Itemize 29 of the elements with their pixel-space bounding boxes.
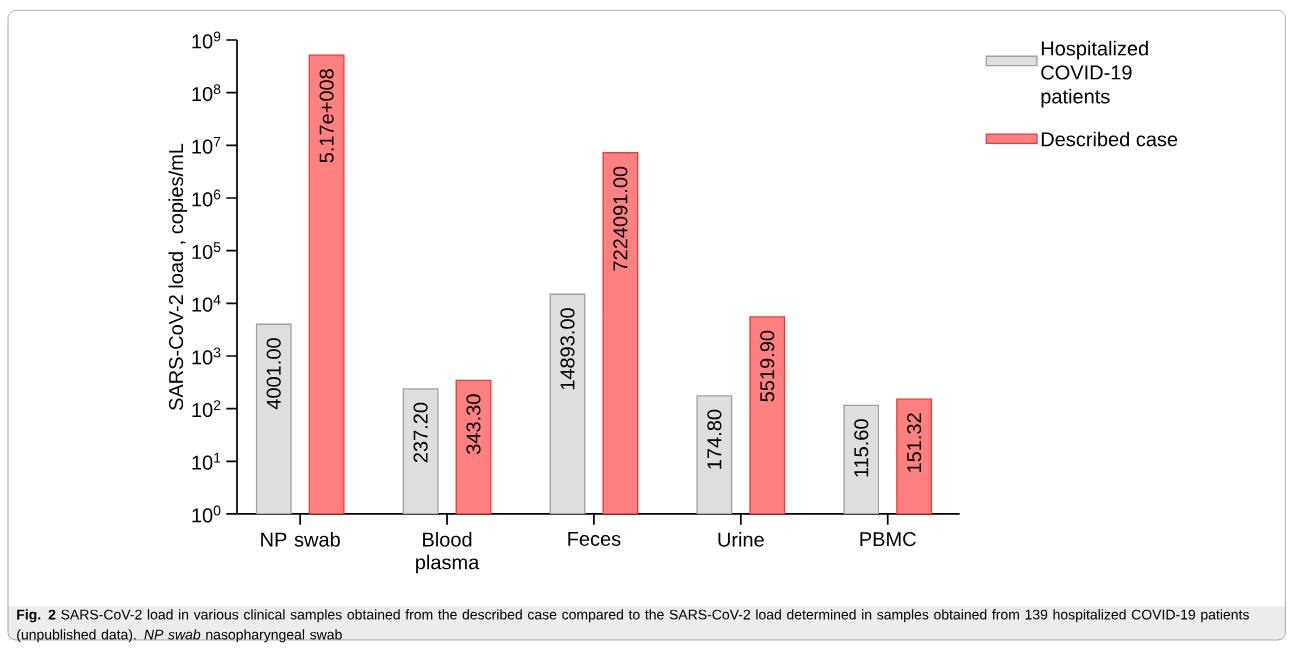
data-label: 174.80 — [707, 409, 722, 469]
data-label: 4001.00 — [266, 338, 281, 410]
y-tick-label: 10$^{7}$ — [192, 136, 221, 154]
y-axis-title: SARS-CoV-2 load , copies/mL — [168, 143, 188, 411]
y-tick-label: 10$^{0}$ — [192, 505, 221, 523]
y-tick-label: 10$^{2}$ — [192, 400, 221, 418]
y-tick-label: 10$^{9}$ — [192, 31, 221, 49]
y-tick-label: 10$^{6}$ — [192, 189, 221, 207]
y-tick-label: 10$^{3}$ — [192, 347, 221, 365]
data-label: 237.20 — [413, 402, 428, 463]
data-label: 5519.90 — [760, 330, 775, 402]
x-tick-label: Urine — [718, 532, 764, 547]
legend-label: Hospitalized COVID-19 patients — [1041, 40, 1148, 108]
legend-label: Described case — [1041, 131, 1178, 147]
data-label: 7224091.00 — [613, 166, 628, 271]
x-tick-label: PBMC — [860, 532, 916, 547]
data-label: 151.32 — [907, 413, 922, 472]
x-tick-label: Feces — [568, 532, 621, 546]
y-tick-label: 10$^{1}$ — [192, 452, 221, 470]
data-label: 115.60 — [854, 419, 869, 477]
data-label: 14893.00 — [560, 308, 575, 390]
text: Fig. 2 SARS-CoV-2 load in various clinical samples obtained from the described case compared to the SARS-CoV-2 load determined in samples obtained from 139 hospitalized COVID-19 patients (unpublished data). NP swab nasopharyngeal swab — [17, 609, 1249, 643]
x-tick-label: NP swab — [261, 532, 340, 547]
y-tick-label: 10$^{8}$ — [192, 84, 221, 102]
y-tick-label: 10$^{5}$ — [192, 242, 221, 260]
x-tick-label: Blood plasma — [416, 532, 480, 574]
data-label: 343.30 — [466, 394, 481, 454]
data-label: 5.17e+008 — [319, 69, 334, 163]
y-tick-label: 10$^{4}$ — [192, 294, 221, 312]
